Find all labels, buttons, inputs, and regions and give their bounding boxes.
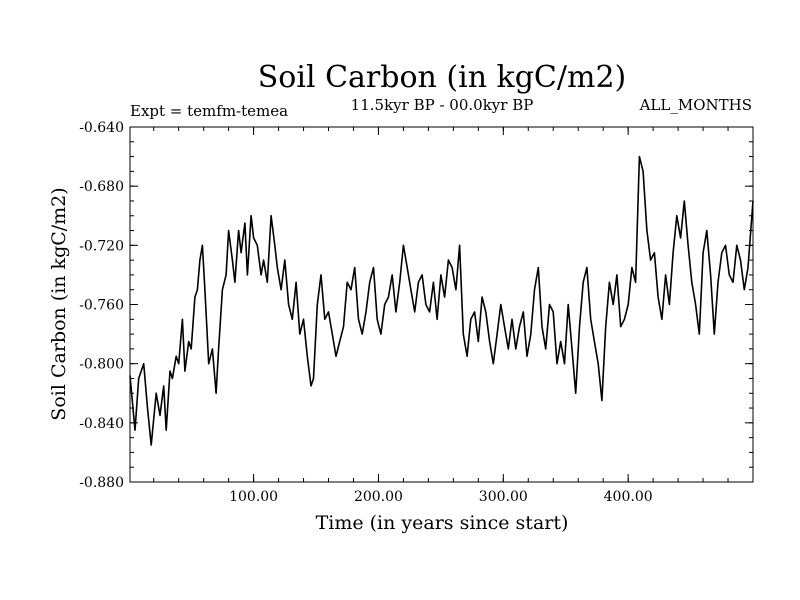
x-tick-label: 300.00	[479, 489, 528, 505]
series-line	[129, 155, 754, 446]
experiment-label: Expt = temfm-temea	[130, 102, 288, 120]
y-tick-label: -0.760	[79, 298, 124, 314]
y-tick-label: -0.840	[79, 416, 124, 432]
y-tick-label: -0.880	[79, 475, 124, 491]
y-tick-label: -0.800	[79, 357, 124, 373]
x-tick-label: 200.00	[354, 489, 403, 505]
x-tick-label: 100.00	[229, 489, 278, 505]
y-tick-label: -0.680	[79, 179, 124, 195]
x-axis: 100.00 200.00 300.00 400.00	[153, 127, 729, 505]
x-tick-label: 400.00	[604, 489, 653, 505]
y-tick-label: -0.640	[79, 120, 124, 136]
chart-title: Soil Carbon (in kgC/m2)	[258, 60, 626, 95]
y-axis-title: Soil Carbon (in kgC/m2)	[48, 187, 70, 420]
months-label: ALL_MONTHS	[639, 96, 752, 114]
y-axis: -0.640 -0.680 -0.720 -0.760 -0.800 -0.840 -0.8…	[79, 120, 753, 491]
series-layer	[129, 155, 754, 446]
period-label: 11.5kyr BP - 00.0kyr BP	[351, 96, 534, 114]
y-tick-label: -0.720	[79, 238, 124, 254]
x-axis-title: Time (in years since start)	[316, 512, 569, 534]
